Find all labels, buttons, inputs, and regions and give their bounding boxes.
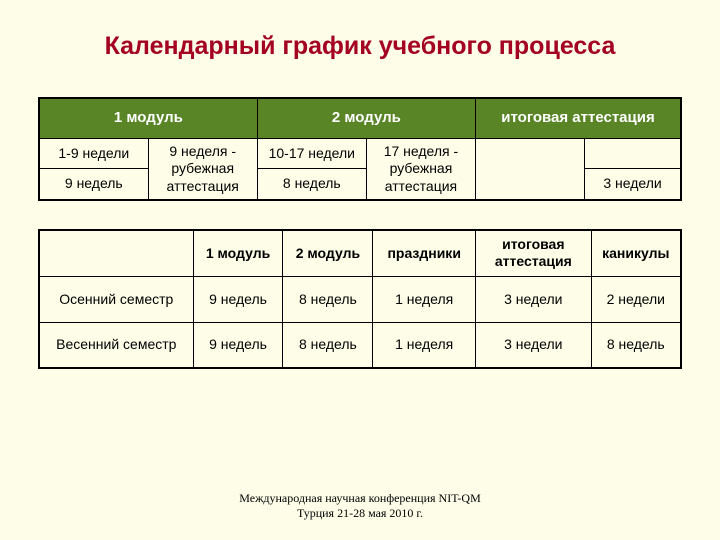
semester-cell: 3 недели [476,276,592,322]
module-body-cell: 9 недель [39,169,148,200]
semester-cell: 8 недель [283,322,373,368]
module-header-cell: 2 модуль [257,98,475,138]
module-body-cell: 9 неделя - рубежная аттестация [148,138,257,200]
semester-header-cell: 2 модуль [283,230,373,276]
module-body-cell: 1-9 недели [39,138,148,169]
footer: Международная научная конференция NIT-QM… [0,491,720,520]
semester-header-cell: 1 модуль [193,230,283,276]
semester-cell: 8 недель [591,322,681,368]
semester-header-cell: итоговая аттестация [476,230,592,276]
footer-line1: Международная научная конференция NIT-QM [0,491,720,505]
semester-cell: 2 недели [591,276,681,322]
semester-header-cell: каникулы [591,230,681,276]
semester-cell: 8 недель [283,276,373,322]
semester-cell: Весенний семестр [39,322,193,368]
module-structure-table: 1 модуль2 модульитоговая аттестация 1-9 н… [38,97,682,201]
module-body-cell: 3 недели [585,169,681,200]
module-body-cell: 10-17 недели [257,138,366,169]
module-header-cell: итоговая аттестация [476,98,682,138]
module-body-cell [476,138,585,200]
slide-page: Календарный график учебного процесса 1 м… [0,0,720,540]
footer-line2: Турция 21-28 мая 2010 г. [0,506,720,520]
page-title: Календарный график учебного процесса [38,32,682,61]
module-header-cell: 1 модуль [39,98,257,138]
semester-header-cell [39,230,193,276]
module-body-cell: 17 неделя - рубежная аттестация [366,138,475,200]
semester-cell: 9 недель [193,322,283,368]
semester-cell: 3 недели [476,322,592,368]
semester-cell: Осенний семестр [39,276,193,322]
semester-cell: 9 недель [193,276,283,322]
semester-cell: 1 неделя [373,322,476,368]
semester-header-cell: праздники [373,230,476,276]
semester-table: 1 модуль2 модульпраздникиитоговая аттест… [38,229,682,369]
semester-cell: 1 неделя [373,276,476,322]
module-body-cell: 8 недель [257,169,366,200]
